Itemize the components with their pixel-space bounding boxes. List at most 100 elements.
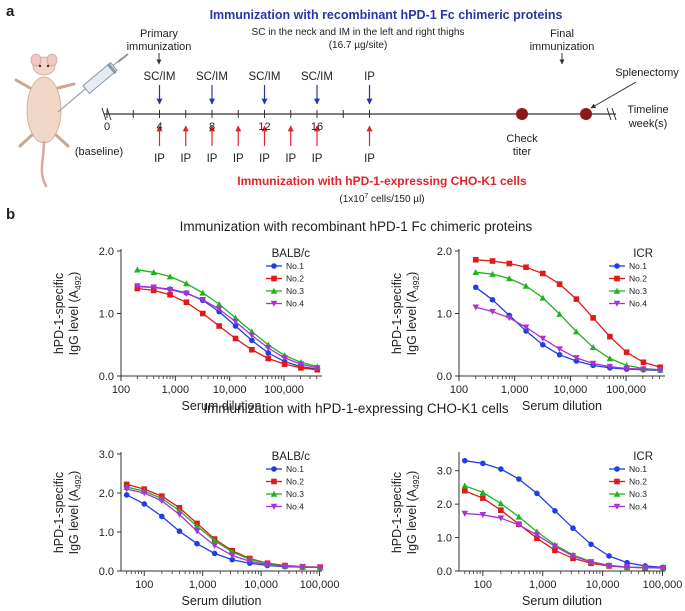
week-label-0: 0	[104, 121, 110, 133]
chart-3-xtick-label-3: 100,000	[643, 579, 683, 591]
chart-1-legend-label-3: No.4	[629, 299, 647, 309]
splenectomy-dot	[580, 108, 592, 120]
chart-2-series-2-point-5	[211, 537, 218, 544]
red-mark-label-0: IP	[154, 153, 165, 165]
chart-1-series-2-point-0	[472, 268, 480, 276]
chart-1-series-2-point-7	[589, 343, 597, 351]
chart-0-xtick-label-1: 1,000	[162, 384, 190, 396]
sc-note-1: SC in the neck and IM in the left and ri…	[252, 27, 465, 38]
chart-3-series-0-point-3	[516, 476, 522, 482]
chart-2-series-3-point-8	[264, 561, 271, 569]
chart-0-ytick-label-0: 0.0	[99, 371, 114, 383]
chart-0-series-1-point-10	[298, 365, 304, 371]
chart-0-ytick-label-2: 2.0	[99, 246, 114, 258]
chart-1-series-3-point-9	[623, 365, 630, 372]
chart-3-series-0-point-1	[480, 460, 486, 467]
chart-2-series-3-point-5	[211, 542, 218, 549]
chart-3-ytick-label-1: 1.0	[437, 533, 452, 545]
chart-0-series-1-point-9	[281, 361, 288, 367]
chart-0-series-1-point-6	[232, 335, 239, 342]
chart-2-series-0-point-4	[194, 540, 200, 547]
week-label-4: 16	[311, 121, 323, 133]
blue-mark-label-0: SC/IM	[144, 71, 176, 83]
chart-2-series-3-point-10	[299, 564, 306, 571]
chart-3-series-0-point-5	[552, 508, 558, 514]
chart-0-series-3-point-1	[150, 284, 158, 291]
chart-0-series-2-point-1	[150, 268, 158, 276]
chart-3-legend-marker-0	[614, 466, 620, 472]
chart-1: 0.0 1.0 2.0 100 1,000 10,000 100,000 Serum dilu…	[390, 246, 665, 413]
chart-0-series-2-point-5	[215, 300, 223, 307]
chart-3-series-2-point-1	[479, 489, 487, 496]
chart-1-ytick-label-2: 2.0	[437, 246, 452, 258]
chart-2-series-0-point-1	[141, 501, 148, 507]
red-subtitle: (1x107 cells/150 µl)	[339, 193, 424, 205]
timeline-break-4	[611, 107, 617, 121]
chart-2-ylabel-2: IgG level (A492)	[67, 471, 83, 555]
red-mark-label-3: IP	[233, 153, 244, 165]
splenectomy-label: Splenectomy	[615, 67, 679, 79]
chart-1-series-1-point-1	[489, 258, 496, 264]
chart-1-legend-marker-3	[613, 300, 621, 307]
chart-3-series-3-point-5	[551, 543, 559, 550]
red-mark-label-1: IP	[180, 153, 191, 165]
primary-label-2: immunization	[127, 41, 192, 53]
chart-3-series-0-point-6	[570, 525, 576, 532]
chart-3-ylabel-1: hPD-1-specific	[390, 472, 404, 553]
row2-title: Immunization with hPD-1-expressing CHO-K…	[203, 401, 509, 416]
panel-a: a Immunization with recombinant hPD-1 Fc…	[6, 3, 679, 205]
chart-3-series-0-point-4	[534, 490, 540, 497]
chart-2-series-0-point-2	[159, 513, 165, 520]
chart-1-series-3-point-1	[489, 308, 496, 315]
chart-2-series-0-point-6	[229, 556, 236, 563]
chart-1-series-3-point-11	[656, 366, 664, 374]
chart-1-xtick-label-1: 1,000	[501, 384, 529, 396]
chart-1-xtick-label-3: 100,000	[606, 384, 646, 396]
chart-2-series-0-point-3	[176, 528, 183, 535]
chart-1-series-0-point-4	[540, 341, 546, 348]
chart-3-series-3-point-11	[659, 565, 667, 572]
chart-2-legend-label-2: No.3	[286, 489, 304, 499]
chart-0-series-0-point-6	[232, 323, 239, 329]
chart-3-series-0-point-0	[462, 457, 468, 464]
chart-3-series-1-point-2	[498, 507, 504, 513]
chart-0-legend-label-0: No.1	[286, 261, 304, 271]
timeline-ticks	[106, 110, 370, 118]
chart-0-series-3-point-11	[313, 365, 321, 372]
chart-1-series-2-point-2	[505, 275, 513, 282]
chart-0-series-3-point-5	[215, 306, 223, 313]
chart-1-series-0-point-1	[489, 296, 496, 303]
chart-3-series-3	[461, 510, 667, 572]
chart-1-series-1-point-9	[623, 349, 630, 356]
chart-2-ytick-label-1: 1.0	[99, 527, 114, 539]
chart-2-series-3-point-4	[193, 528, 201, 535]
chart-1-series-3-line	[475, 306, 661, 371]
chart-2-series-2-point-4	[193, 522, 201, 529]
chart-2-title: BALB/c	[272, 451, 311, 463]
chart-1-xtick-label-0: 100	[450, 384, 468, 396]
chart-2-series-3-line	[126, 488, 321, 569]
chart-1-series-3-point-0	[472, 304, 480, 311]
chart-3-series-1-point-1	[480, 495, 486, 501]
chart-0-series-3-point-3	[183, 290, 190, 297]
chart-1-series-0-point-5	[556, 351, 563, 358]
chart-0-series-3-point-7	[248, 332, 256, 339]
chart-1-series-3-point-7	[589, 360, 597, 367]
chart-2-legend-label-1: No.2	[286, 477, 304, 487]
chart-0-legend-label-2: No.3	[286, 286, 304, 296]
chart-0-xtick-label-2: 10,000	[213, 384, 247, 396]
red-mark-label-4: IP	[259, 153, 270, 165]
row1-title: Immunization with recombinant hPD-1 Fc c…	[180, 219, 533, 234]
week-label-1: 4	[156, 121, 162, 133]
chart-0-series-2-line	[137, 269, 318, 368]
chart-3-legend-marker-3	[613, 503, 621, 510]
chart-1-series-3-point-3	[522, 324, 530, 331]
chart-1-series-2-point-1	[489, 270, 496, 277]
chart-0-legend-marker-0	[271, 263, 277, 269]
chart-2-legend-marker-0	[271, 466, 277, 472]
chart-3-legend-marker-1	[614, 478, 620, 485]
chart-0-ytick-label-1: 1.0	[99, 309, 114, 321]
